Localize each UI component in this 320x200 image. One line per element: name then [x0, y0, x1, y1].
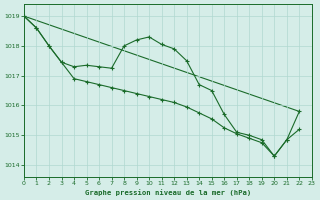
X-axis label: Graphe pression niveau de la mer (hPa): Graphe pression niveau de la mer (hPa)	[85, 189, 251, 196]
